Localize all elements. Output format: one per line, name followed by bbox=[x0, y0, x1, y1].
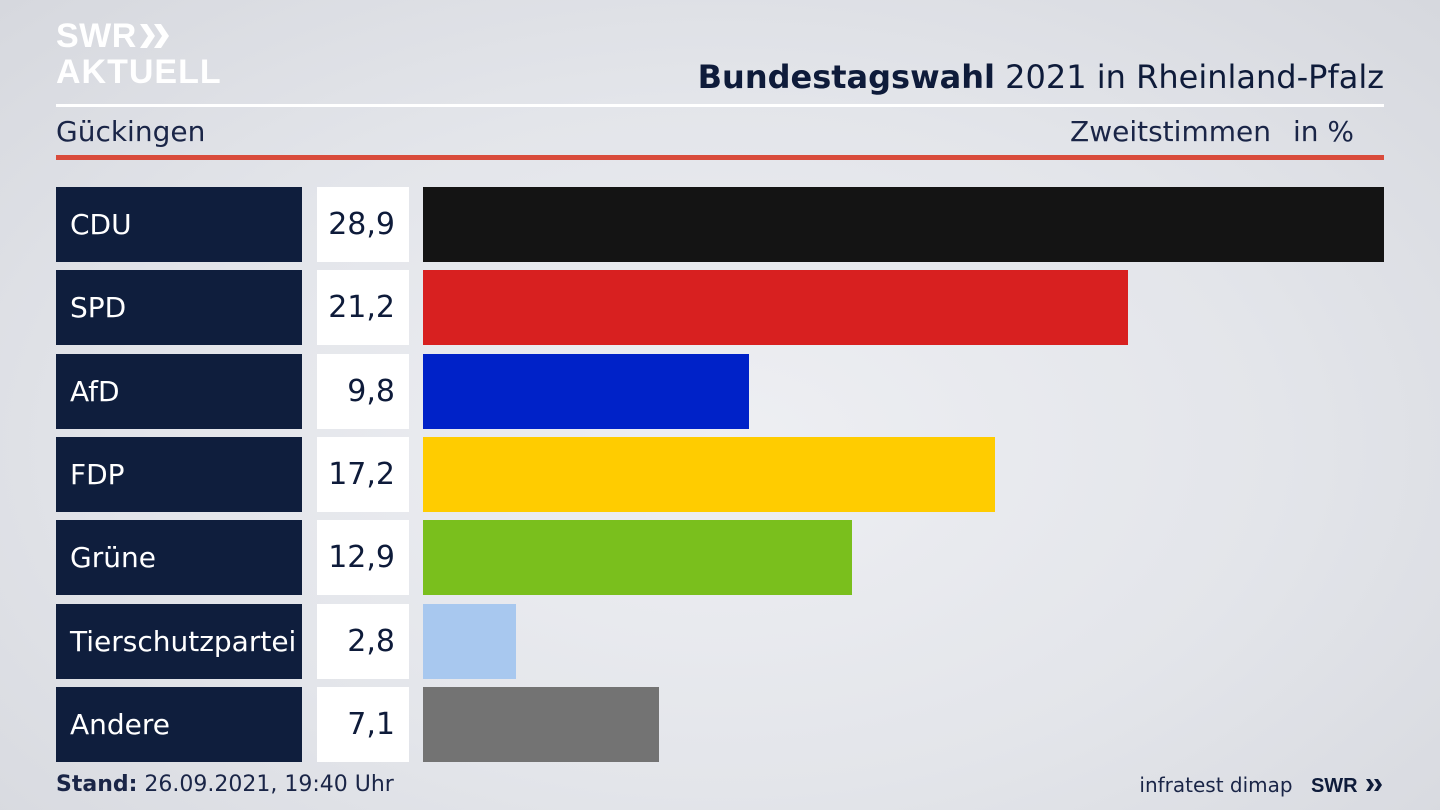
value-label: 28,9 bbox=[317, 187, 409, 262]
measure-text: Zweitstimmen bbox=[1070, 115, 1271, 148]
value-label: 2,8 bbox=[317, 604, 409, 679]
chart-row: FDP 17,2 bbox=[56, 437, 1384, 512]
value-label: 7,1 bbox=[317, 687, 409, 762]
value-label: 21,2 bbox=[317, 270, 409, 345]
chart-row: AfD 9,8 bbox=[56, 354, 1384, 429]
value-label: 12,9 bbox=[317, 520, 409, 595]
party-label: Tierschutzpartei bbox=[56, 604, 302, 679]
bar bbox=[423, 604, 516, 679]
header-divider bbox=[56, 104, 1384, 107]
timestamp: Stand: 26.09.2021, 19:40 Uhr bbox=[56, 770, 394, 800]
chart-row: Andere 7,1 bbox=[56, 687, 1384, 762]
chart-row: Tierschutzpartei 2,8 bbox=[56, 604, 1384, 679]
party-label: Grüne bbox=[56, 520, 302, 595]
logo-aktuell-text: AKTUELL bbox=[56, 53, 222, 91]
party-label: AfD bbox=[56, 354, 302, 429]
title-rest: 2021 in Rheinland-Pfalz bbox=[1005, 58, 1384, 96]
location-label: Gückingen bbox=[56, 115, 206, 148]
bar bbox=[423, 354, 749, 429]
footer-chevron-icon bbox=[1366, 778, 1382, 791]
chart-row: SPD 21,2 bbox=[56, 270, 1384, 345]
footer-brand: SWR bbox=[1310, 775, 1358, 797]
measure-label: Zweitstimmen in % bbox=[1070, 114, 1354, 150]
accent-divider bbox=[56, 155, 1384, 160]
bar bbox=[423, 187, 1384, 262]
bar bbox=[423, 520, 852, 595]
party-label: FDP bbox=[56, 437, 302, 512]
chart-row: CDU 28,9 bbox=[56, 187, 1384, 262]
double-chevron-icon bbox=[140, 24, 169, 48]
value-label: 17,2 bbox=[317, 437, 409, 512]
party-label: Andere bbox=[56, 687, 302, 762]
stand-value: 26.09.2021, 19:40 Uhr bbox=[144, 772, 394, 797]
party-label: SPD bbox=[56, 270, 302, 345]
swr-aktuell-logo: SWR AKTUELL bbox=[56, 16, 226, 91]
chart-row: Grüne 12,9 bbox=[56, 520, 1384, 595]
value-label: 9,8 bbox=[317, 354, 409, 429]
bar bbox=[423, 270, 1128, 345]
logo-swr-text: SWR bbox=[56, 17, 137, 55]
stand-label: Stand: bbox=[56, 772, 138, 797]
bar bbox=[423, 437, 995, 512]
party-label: CDU bbox=[56, 187, 302, 262]
unit-text: in % bbox=[1292, 115, 1354, 148]
source-text: infratest dimap bbox=[1139, 773, 1293, 797]
source-credit: infratest dimap SWR bbox=[1139, 770, 1384, 800]
title-bold: Bundestagswahl bbox=[697, 58, 995, 96]
bar-chart: CDU 28,9 SPD 21,2 AfD 9,8 FDP 17,2 Grüne 12,9 Tier… bbox=[56, 187, 1384, 762]
bar bbox=[423, 687, 659, 762]
page-title: Bundestagswahl 2021 in Rheinland-Pfalz bbox=[698, 56, 1384, 98]
